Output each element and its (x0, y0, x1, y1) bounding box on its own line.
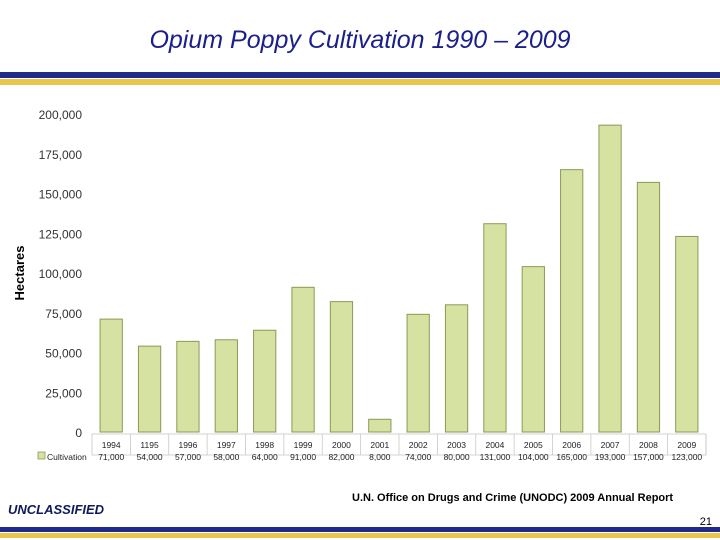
category-label: 1998 (255, 440, 274, 450)
bar-2003 (444, 304, 469, 433)
category-label: 2005 (524, 440, 543, 450)
y-tick-label: 50,000 (45, 347, 82, 361)
category-label: 2007 (601, 440, 620, 450)
category-label: 2008 (639, 440, 658, 450)
data-label: 58,000 (213, 452, 239, 462)
bar-2005 (521, 266, 545, 433)
y-tick-label: 25,000 (45, 386, 82, 400)
bar-chart: 0 25,000 50,000 75,000 100,000 125,000 150,000… (12, 108, 707, 462)
data-label: 123,000 (671, 452, 702, 462)
classification-label: UNCLASSIFIED (8, 502, 105, 517)
bar-2004 (483, 223, 507, 433)
bar-2006 (560, 169, 584, 433)
category-label: 1997 (217, 440, 236, 450)
source-citation: U.N. Office on Drugs and Crime (UNODC) 2… (352, 492, 674, 504)
y-tick-label: 175,000 (39, 148, 83, 162)
y-tick-label: 100,000 (39, 267, 83, 281)
category-label: 2006 (562, 440, 581, 450)
data-label: 80,000 (444, 452, 470, 462)
data-label: 8,000 (369, 452, 391, 462)
y-tick-label: 75,000 (45, 307, 82, 321)
y-tick-label: 125,000 (39, 227, 83, 241)
bar-2009 (675, 235, 699, 433)
data-label: 54,000 (137, 452, 163, 462)
footer-rule-gold (0, 533, 720, 538)
data-label: 74,000 (405, 452, 431, 462)
category-label: 2009 (677, 440, 696, 450)
category-label: 2001 (370, 440, 389, 450)
bar-1195 (137, 345, 162, 433)
bar-2008 (636, 181, 661, 433)
data-label: 57,000 (175, 452, 201, 462)
bar-1999 (291, 286, 315, 433)
y-tick-label: 150,000 (39, 188, 83, 202)
bar-2007 (598, 124, 622, 433)
category-label: 2000 (332, 440, 351, 450)
title-rule-gold (0, 79, 720, 85)
data-label: 131,000 (480, 452, 511, 462)
data-label: 157,000 (633, 452, 664, 462)
y-tick-label: 200,000 (39, 108, 83, 122)
page-number: 21 (699, 516, 712, 528)
bar-2000 (329, 301, 354, 433)
data-label: 82,000 (328, 452, 354, 462)
category-label: 2003 (447, 440, 466, 450)
category-label: 2004 (485, 440, 504, 450)
data-label: 91,000 (290, 452, 316, 462)
category-label: 1999 (294, 440, 313, 450)
y-axis-label: Hectares (12, 246, 27, 301)
category-label: 1996 (178, 440, 197, 450)
footer-rule-blue (0, 527, 720, 532)
category-label: 1195 (140, 440, 159, 450)
bar-1998 (253, 329, 277, 433)
data-label: 193,000 (595, 452, 626, 462)
slide-title: Opium Poppy Cultivation 1990 – 2009 (149, 26, 571, 54)
legend-label: Cultivation (47, 452, 87, 462)
category-label: 1994 (102, 440, 121, 450)
data-label: 71,000 (98, 452, 124, 462)
bar-1997 (214, 339, 238, 433)
data-label: 104,000 (518, 452, 549, 462)
bar-2002 (406, 313, 430, 433)
data-label: 165,000 (556, 452, 587, 462)
category-label: 2002 (409, 440, 428, 450)
bar-2001 (368, 418, 392, 433)
bar-1994 (99, 318, 123, 433)
legend-swatch (37, 451, 46, 460)
chart-area: 0 25,000 50,000 75,000 100,000 125,000 150,000… (0, 88, 720, 480)
data-label: 64,000 (252, 452, 278, 462)
y-tick-label: 0 (75, 426, 82, 440)
bar-1996 (176, 340, 200, 433)
title-rule-blue (0, 72, 720, 78)
